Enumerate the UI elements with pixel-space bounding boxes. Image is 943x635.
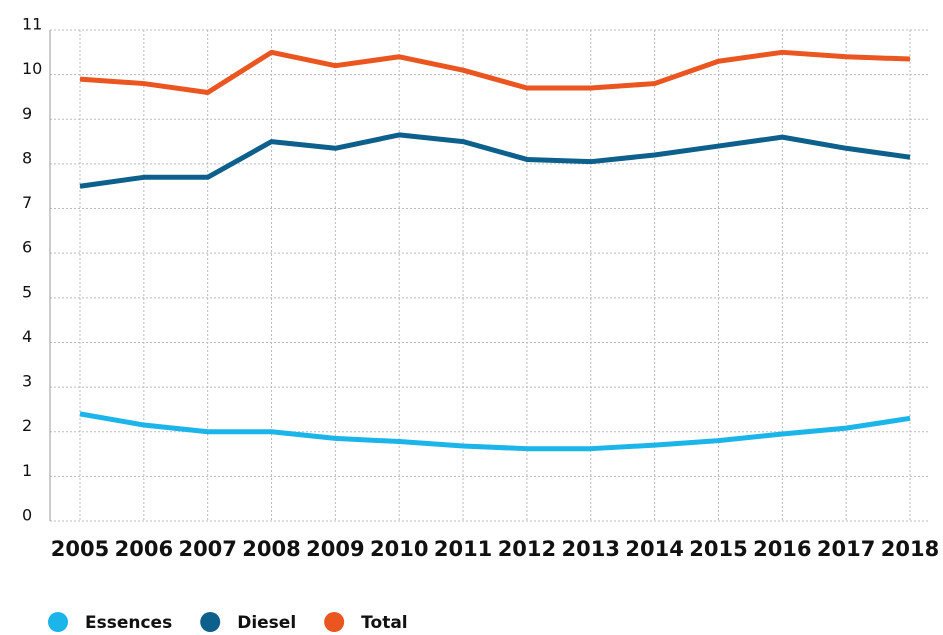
y-tick-label: 0 <box>22 506 32 525</box>
x-tick-label: 2010 <box>370 537 428 561</box>
x-tick-label: 2006 <box>115 537 173 561</box>
x-tick-label: 2016 <box>753 537 811 561</box>
legend-swatch <box>324 612 345 632</box>
line <box>79 411 911 452</box>
y-tick-label: 7 <box>22 193 32 212</box>
y-tick-label: 8 <box>22 148 32 167</box>
y-tick-label: 4 <box>22 327 32 346</box>
legend-swatch <box>48 612 68 632</box>
x-tick-label: 2011 <box>434 537 492 561</box>
x-tick-label: 2017 <box>817 537 875 561</box>
x-tick-label: 2014 <box>625 537 683 561</box>
x-tick-label: 2005 <box>51 537 109 561</box>
y-tick-label: 6 <box>22 238 32 257</box>
y-tick-label: 11 <box>22 15 42 34</box>
x-tick-label: 2009 <box>306 537 364 561</box>
y-tick-label: 1 <box>22 461 32 480</box>
y-tick-label: 2 <box>22 416 32 435</box>
x-tick-label: 2008 <box>242 537 300 561</box>
legend-label: Total <box>361 613 407 633</box>
x-tick-label: 2015 <box>689 537 747 561</box>
legend-label: Diesel <box>237 613 296 633</box>
line <box>79 49 911 95</box>
y-tick-label: 3 <box>22 372 32 391</box>
x-tick-label: 2018 <box>881 537 939 561</box>
x-tick-label: 2012 <box>498 537 556 561</box>
line <box>79 132 911 189</box>
x-tick-label: 2013 <box>562 537 620 561</box>
y-tick-label: 9 <box>22 104 32 123</box>
y-tick-label: 10 <box>22 59 42 78</box>
x-tick-label: 2007 <box>178 537 236 561</box>
legend-swatch <box>200 612 221 632</box>
legend-label: Essences <box>85 613 172 633</box>
y-tick-label: 5 <box>22 282 32 301</box>
